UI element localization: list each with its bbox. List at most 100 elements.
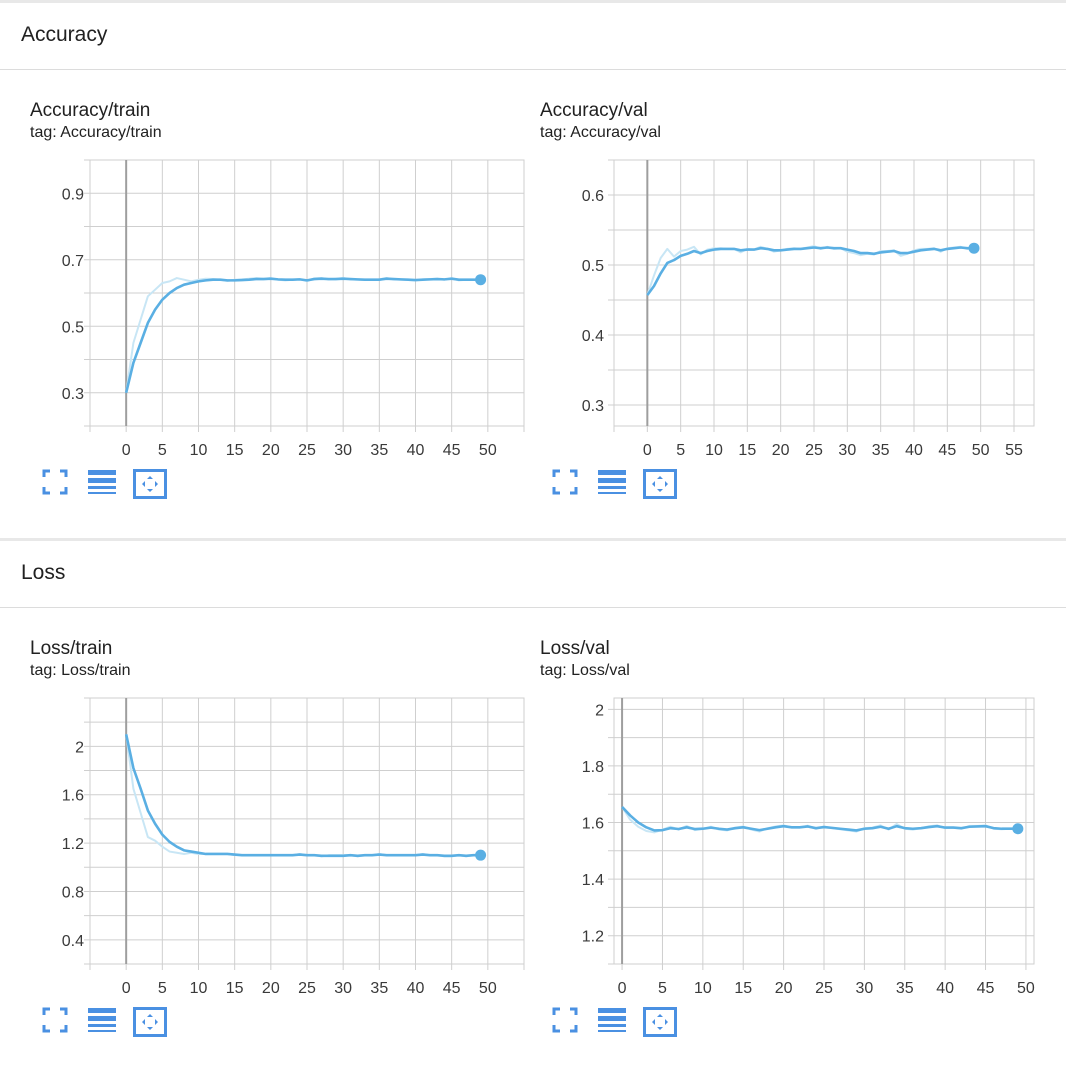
x-tick-label: 25 <box>298 442 316 459</box>
x-tick-label: 5 <box>658 980 667 997</box>
fit-to-domain-icon[interactable] <box>552 1007 588 1041</box>
x-tick-label: 20 <box>262 980 280 997</box>
x-tick-label: 40 <box>905 442 923 459</box>
scalar-card-loss-train: Loss/train tag: Loss/train 0.4 0.8 1.2 1.6 2 0 5… <box>30 638 540 1038</box>
chart-tag: tag: Accuracy/val <box>540 124 661 141</box>
x-tick-label: 45 <box>977 980 995 997</box>
x-tick-label: 0 <box>618 980 627 997</box>
x-tick-label: 10 <box>190 442 208 459</box>
plot-border <box>89 697 525 965</box>
x-tick-label: 40 <box>936 980 954 997</box>
fit-to-domain-icon[interactable] <box>42 1007 78 1041</box>
x-tick-label: 30 <box>334 980 352 997</box>
x-tick-label: 45 <box>443 442 461 459</box>
x-tick-label: 35 <box>872 442 890 459</box>
smoothed-series-line <box>621 806 1018 832</box>
chart-tag: tag: Loss/val <box>540 662 630 679</box>
x-tick-label: 50 <box>972 442 990 459</box>
y-tick-label: 1.4 <box>582 872 604 889</box>
fit-to-domain-icon[interactable] <box>552 469 588 503</box>
y-tick-label: 1.2 <box>582 929 604 946</box>
x-tick-label: 15 <box>734 980 752 997</box>
last-point-marker[interactable] <box>475 849 487 861</box>
y-tick-label: 0.5 <box>62 319 84 336</box>
expand-chart-icon[interactable] <box>133 469 169 503</box>
chart-plot[interactable]: 0.3 0.4 0.5 0.6 0 5 10 15 20 25 30 35 40 45 50 55 <box>540 100 1050 470</box>
x-tick-label: 50 <box>1017 980 1035 997</box>
y-tick-label: 1.8 <box>582 759 604 776</box>
toggle-log-scale-icon[interactable] <box>597 469 633 503</box>
smoothed-series-line <box>124 277 481 394</box>
x-tick-label: 5 <box>158 442 167 459</box>
x-tick-label: 0 <box>643 442 652 459</box>
y-tick-label: 2 <box>75 739 84 756</box>
x-tick-label: 55 <box>1005 442 1023 459</box>
x-tick-label: 15 <box>226 442 244 459</box>
last-point-marker[interactable] <box>1012 823 1024 835</box>
fit-to-domain-icon[interactable] <box>42 469 78 503</box>
y-tick-label: 0.3 <box>582 398 604 415</box>
x-tick-label: 30 <box>838 442 856 459</box>
scalar-card-loss-val: Loss/val tag: Loss/val 1.2 1.4 1.6 1.8 2 0 5 10 15… <box>540 638 1050 1038</box>
scalar-card-accuracy-val: Accuracy/val tag: Accuracy/val 0.3 0.4 0.5 0.… <box>540 100 1050 500</box>
chart-plot[interactable]: 0.40.81.21.620 5 10 15 20 25 30 35 40 45 50 <box>30 638 540 1008</box>
expand-chart-icon[interactable] <box>643 1007 679 1041</box>
x-tick-label: 0 <box>122 980 131 997</box>
expand-chart-icon[interactable] <box>643 469 679 503</box>
chart-title: Loss/train <box>30 638 113 659</box>
x-tick-label: 25 <box>805 442 823 459</box>
plot-border <box>89 159 525 427</box>
x-tick-label: 5 <box>676 442 685 459</box>
y-tick-label: 0.4 <box>582 328 604 345</box>
raw-series-line <box>125 277 481 393</box>
section-title: Loss <box>21 561 66 584</box>
smoothed-series-line <box>646 246 974 296</box>
x-tick-label: 30 <box>855 980 873 997</box>
y-tick-label: 1.6 <box>582 816 604 833</box>
y-tick-label: 0.9 <box>62 186 84 203</box>
x-tick-label: 10 <box>190 980 208 997</box>
toggle-log-scale-icon[interactable] <box>87 1007 123 1041</box>
y-tick-label: 0.8 <box>62 884 84 901</box>
last-point-marker[interactable] <box>475 274 487 286</box>
section-divider <box>0 538 1066 541</box>
x-tick-label: 45 <box>443 980 461 997</box>
x-tick-label: 20 <box>775 980 793 997</box>
x-tick-label: 50 <box>479 980 497 997</box>
raw-series-line <box>646 245 975 296</box>
x-tick-label: 5 <box>158 980 167 997</box>
x-tick-label: 35 <box>370 442 388 459</box>
toggle-log-scale-icon[interactable] <box>87 469 123 503</box>
x-tick-label: 50 <box>479 442 497 459</box>
x-tick-label: 20 <box>772 442 790 459</box>
x-tick-label: 15 <box>226 980 244 997</box>
y-tick-label: 0.5 <box>582 258 604 275</box>
section-header-loss[interactable]: Loss <box>0 541 1066 608</box>
expand-chart-icon[interactable] <box>133 1007 169 1041</box>
section-header-accuracy[interactable]: Accuracy <box>0 3 1066 70</box>
y-tick-label: 1.6 <box>62 788 84 805</box>
y-tick-label: 0.4 <box>62 933 84 950</box>
y-tick-label: 2 <box>595 702 604 719</box>
y-tick-label: 1.2 <box>62 836 84 853</box>
y-tick-label: 0.3 <box>62 386 84 403</box>
smoothed-series-line <box>124 734 481 858</box>
chart-plot[interactable]: 1.21.41.61.820 5 10 15 20 25 30 35 40 45 50 <box>540 638 1050 1008</box>
y-tick-label: 0.6 <box>582 188 604 205</box>
y-tick-label: 0.7 <box>62 253 84 270</box>
x-tick-label: 35 <box>896 980 914 997</box>
x-tick-label: 35 <box>370 980 388 997</box>
x-tick-label: 10 <box>694 980 712 997</box>
x-tick-label: 10 <box>705 442 723 459</box>
chart-plot[interactable]: 0.3 0.5 0.7 0.9 0 5 10 15 20 25 30 35 40 45 50 <box>30 100 540 470</box>
chart-tag: tag: Loss/train <box>30 662 131 679</box>
x-tick-label: 0 <box>122 442 131 459</box>
x-tick-label: 25 <box>298 980 316 997</box>
scalar-card-accuracy-train: Accuracy/train tag: Accuracy/train 0.3 0.5 0… <box>30 100 540 500</box>
section-title: Accuracy <box>21 23 108 46</box>
last-point-marker[interactable] <box>968 242 980 254</box>
x-tick-label: 25 <box>815 980 833 997</box>
toggle-log-scale-icon[interactable] <box>597 1007 633 1041</box>
x-tick-label: 40 <box>407 980 425 997</box>
plot-border <box>613 697 1035 965</box>
